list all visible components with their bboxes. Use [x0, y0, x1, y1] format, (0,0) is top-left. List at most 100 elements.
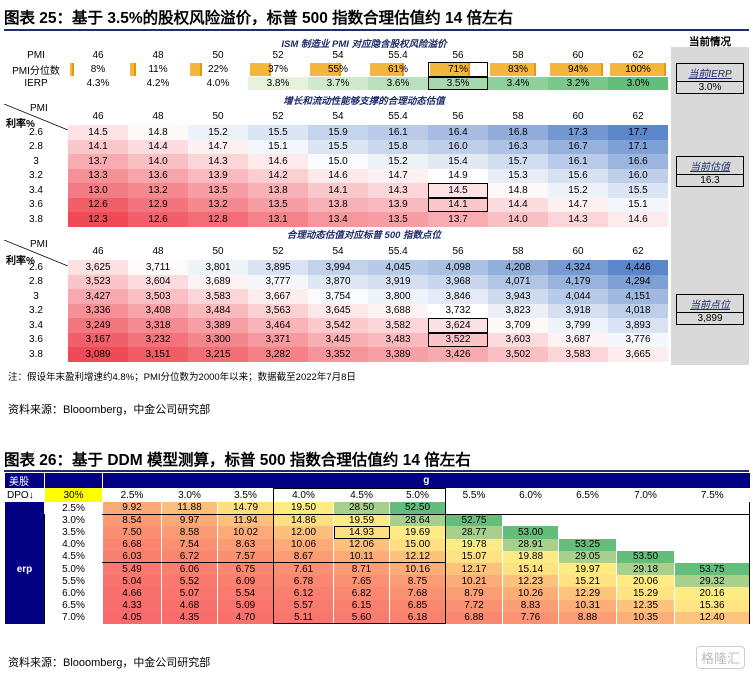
idx-cell: 3,777	[248, 274, 308, 289]
table-row: 4.0% 6.68 7.54 8.63 10.06 12.06 15.00 19.78 28.9…	[4, 538, 751, 551]
pmi-cell: 62	[632, 50, 644, 61]
idx-cell: 3,215	[188, 347, 248, 362]
idx-cell: 3,389	[368, 347, 428, 362]
pe-cell: 13.5	[188, 183, 248, 198]
ddm-cell: 5.52	[161, 575, 218, 588]
pe-cell: 12.3	[68, 212, 128, 227]
g-col-header: 3.5%	[217, 488, 274, 502]
idx-cell: 3,846	[428, 289, 488, 304]
ddm-cell: 12.23	[502, 575, 559, 588]
table-row: 3.2 13.3 13.6 13.9 14.2 14.6 14.7 14.9 15.3 15.6 1…	[4, 168, 668, 183]
pmi-col-header: 48	[152, 246, 164, 257]
ddm-cell	[673, 526, 751, 539]
current-idx-value: 3,899	[697, 313, 723, 324]
pmi-col-header: 56	[452, 246, 464, 257]
ddm-cell: 5.07	[161, 587, 218, 600]
ddm-cell: 5.11	[273, 611, 334, 625]
ddm-cell: 6.82	[333, 587, 390, 600]
ddm-cell: 7.54	[161, 538, 218, 551]
ddm-cell: 6.88	[445, 611, 503, 624]
ddm-cell: 12.17	[445, 562, 503, 576]
ierp-cell: 3.4%	[488, 77, 548, 90]
pe-cell: 14.7	[368, 168, 428, 183]
pe-cell: 13.4	[308, 212, 368, 227]
pmi-cell: 58	[512, 50, 524, 61]
idx-cell: 4,208	[488, 260, 548, 275]
pe-cell: 14.5	[428, 183, 488, 198]
idx-cell: 4,151	[608, 289, 668, 304]
pe-cell: 16.4	[428, 125, 488, 140]
fig25-note: 注：假设年末盈利增速约4.8%；PMI分位数为2000年以来；数据截至2022年…	[8, 372, 356, 383]
ddm-cell: 8.67	[273, 550, 334, 564]
ierp-cell: 3.0%	[608, 77, 668, 90]
idx-cell: 3,371	[248, 332, 308, 347]
ddm-cell: 6.03	[102, 550, 162, 564]
idx-cell: 3,282	[248, 347, 308, 362]
idx-cell: 4,324	[548, 260, 608, 275]
idx-cell: 3,503	[128, 289, 188, 304]
idx-cell: 3,688	[368, 303, 428, 318]
ddm-cell: 10.31	[558, 599, 617, 612]
ddm-cell: 7.61	[273, 562, 334, 576]
idx-cell: 4,018	[608, 303, 668, 318]
idx-cell: 4,044	[548, 289, 608, 304]
rate-label: 3.4	[29, 184, 43, 196]
pmi-pct-bar	[550, 63, 603, 76]
ddm-cell: 10.16	[389, 562, 446, 576]
pmi-pct-cell: 94%	[548, 62, 608, 77]
pe-cell: 17.1	[608, 139, 668, 154]
table-row: 2.8 14.1 14.4 14.7 15.1 15.5 15.8 16.0 16.3 16.7 1…	[4, 139, 668, 154]
ddm-cell: 15.36	[673, 599, 751, 612]
ddm-cell: 6.85	[389, 599, 446, 612]
idx-pmi-label: PMI	[30, 239, 48, 250]
ddm-cell: 52.50	[389, 502, 446, 515]
idx-cell: 3,249	[68, 318, 128, 333]
ddm-cell: 28.77	[445, 526, 503, 539]
pe-cell: 14.2	[248, 168, 308, 183]
g-col-header: 3.0%	[161, 488, 218, 502]
pe-cell: 13.1	[248, 212, 308, 227]
ddm-cell: 28.91	[502, 538, 559, 551]
idx-cell: 3,389	[188, 318, 248, 333]
pe-cell: 12.9	[128, 197, 188, 212]
ddm-cell: 4.66	[102, 587, 162, 600]
pe-cell: 16.7	[548, 139, 608, 154]
fig26-source: 资料来源：Blooomberg，中金公司研究部	[8, 657, 211, 669]
pe-cell: 13.0	[68, 183, 128, 198]
pe-cell: 15.5	[248, 125, 308, 140]
pmi-col-header: 54	[332, 246, 344, 257]
title-rule	[4, 29, 749, 31]
erp-side	[4, 526, 45, 539]
current-pe-box: 当前估值 16.3	[676, 156, 744, 187]
ddm-cell: 8.79	[445, 587, 503, 600]
pe-cell: 14.8	[488, 183, 548, 198]
ddm-table: 美股 g DPO↓ 30% 2.5% 3.0% 3.5% 4.0% 4.5% 5.0% 5.…	[4, 473, 751, 625]
pe-cell: 15.2	[188, 125, 248, 140]
erp-row-label: 5.0%	[44, 562, 103, 576]
table-row: 6.5% 4.33 4.68 5.09 5.57 6.15 6.85 7.72 8.83 10.3…	[4, 599, 751, 612]
idx-cell: 3,336	[68, 303, 128, 318]
idx-cell: 4,071	[488, 274, 548, 289]
pmi-pct-cell: 71%	[428, 62, 488, 77]
table-row: 6.0% 4.66 5.07 5.54 6.12 6.82 7.68 8.79 10.26 12.…	[4, 587, 751, 600]
pmi-col-header: 58	[512, 246, 524, 257]
idx-cell: 3,732	[428, 303, 488, 318]
pe-cell: 14.1	[428, 197, 488, 212]
idx-cell: 3,583	[188, 289, 248, 304]
rate-label: 3.6	[29, 334, 43, 346]
figure-26-title: 图表 26：基于 DDM 模型测算，标普 500 指数合理估值约 14 倍左右	[4, 452, 471, 469]
pmi-pct-bar	[430, 63, 470, 76]
idx-cell: 3,352	[308, 347, 368, 362]
g-col-header: 7.5%	[673, 488, 750, 502]
erp-row-label: 3.5%	[44, 526, 103, 539]
idx-cell: 3,968	[428, 274, 488, 289]
ddm-cell: 12.40	[673, 611, 751, 624]
idx-cell: 3,582	[368, 318, 428, 333]
pmi-col-header: 50	[212, 246, 224, 257]
pmi-pct-cell: 83%	[488, 62, 548, 77]
table-row: 3.8 12.3 12.6 12.8 13.1 13.4 13.5 13.7 14.0 14.3 1…	[4, 212, 668, 227]
ddm-cell: 9.92	[102, 502, 162, 515]
idx-cell: 3,624	[428, 318, 488, 333]
ddm-cell: 14.93	[333, 526, 390, 539]
ddm-cell: 4.33	[102, 599, 162, 612]
